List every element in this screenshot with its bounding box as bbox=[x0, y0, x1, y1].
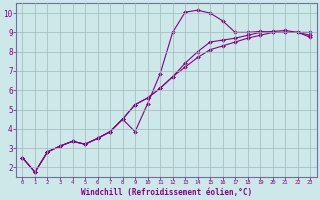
X-axis label: Windchill (Refroidissement éolien,°C): Windchill (Refroidissement éolien,°C) bbox=[81, 188, 252, 197]
